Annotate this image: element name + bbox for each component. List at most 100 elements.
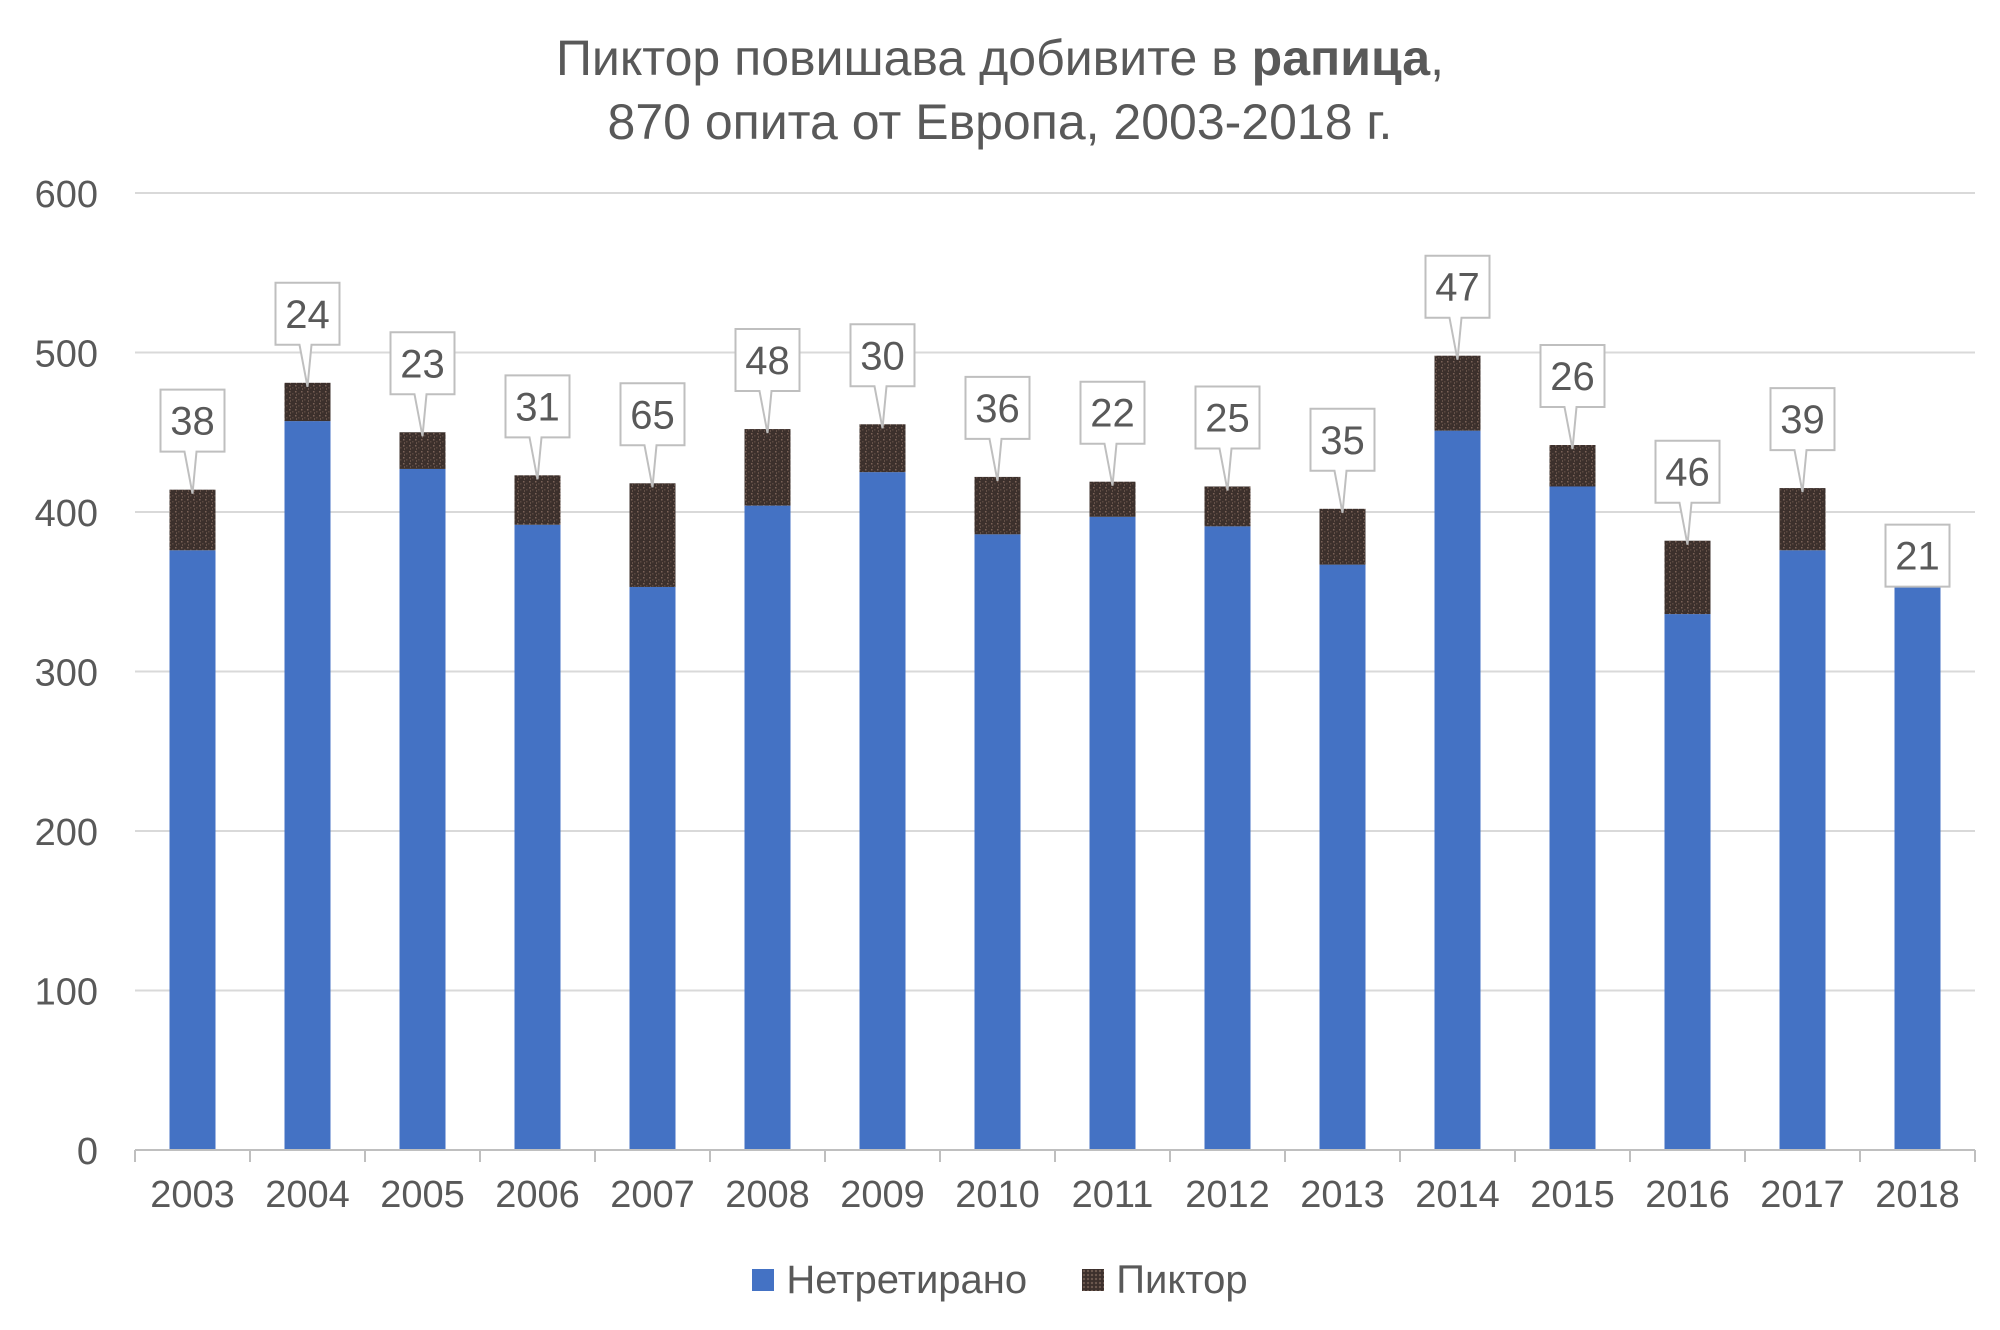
bar-untreated [744, 505, 791, 1150]
callout-box [1769, 387, 1836, 493]
data-label-callout: 46 [1654, 439, 1721, 545]
callout-box [504, 374, 571, 480]
bar-pictor [629, 483, 676, 587]
chart-title: Пиктор повишава добивите в рапица, 870 о… [0, 26, 2000, 154]
legend-label-pictor: Пиктор [1116, 1257, 1248, 1302]
legend-swatch-pictor [1082, 1269, 1105, 1291]
x-tick-label: 2016 [1645, 1174, 1730, 1216]
legend-swatch-untreated [752, 1269, 775, 1291]
data-label: 25 [1205, 396, 1250, 440]
bar-pictor [399, 432, 446, 469]
bar-untreated [859, 472, 906, 1150]
data-label-callout: 30 [849, 323, 916, 429]
x-tick-label: 2014 [1415, 1174, 1500, 1216]
bar-pictor [169, 489, 216, 551]
callout-box [619, 382, 686, 488]
callout-box [1654, 439, 1721, 545]
bar-pictor [1089, 481, 1136, 517]
data-label: 39 [1780, 398, 1825, 442]
data-label-callout: 38 [159, 388, 226, 494]
y-tick-label: 100 [35, 972, 98, 1014]
x-tick-label: 2012 [1185, 1174, 1270, 1216]
callout-box [1539, 344, 1606, 450]
y-tick-label: 300 [35, 653, 98, 695]
data-label-callout: 22 [1079, 380, 1146, 486]
y-tick-label: 200 [35, 812, 98, 854]
callout-box [1079, 380, 1146, 486]
x-tick-label: 2018 [1875, 1174, 1960, 1216]
x-tick-label: 2008 [725, 1174, 810, 1216]
bar-pictor [974, 476, 1021, 535]
data-label: 35 [1320, 419, 1365, 463]
callout-box [1884, 523, 1951, 588]
callout-box [1424, 254, 1491, 360]
bar-pictor [1779, 488, 1826, 551]
data-label-callout: 39 [1769, 387, 1836, 493]
y-tick-label: 0 [77, 1131, 98, 1173]
x-axis: 2003 2004 2005 2006 2007 2008 2009 2010 2011 2012… [134, 1149, 1976, 1216]
title-comma: , [1430, 30, 1445, 86]
x-tick-label: 2003 [150, 1174, 235, 1216]
bar-untreated [1779, 550, 1826, 1150]
bar-untreated [1894, 564, 1941, 1150]
data-label-callout: 23 [389, 331, 456, 437]
x-tick-label: 2004 [265, 1174, 350, 1216]
y-tick-label: 400 [35, 493, 98, 535]
legend-label-untreated: Нетретирано [786, 1257, 1028, 1302]
x-tick-label: 2017 [1760, 1174, 1845, 1216]
chart-subtitle: 870 опита от Европа, 2003-2018 г. [607, 94, 1393, 150]
data-label-callout: 26 [1539, 344, 1606, 450]
bar-untreated [974, 534, 1021, 1150]
y-axis: 0 100 200 300 400 500 600 [35, 174, 98, 1173]
title-text: Пиктор повишава добивите в [555, 30, 1252, 86]
bars [169, 355, 1941, 1151]
bar-untreated [629, 586, 676, 1150]
callout-box [849, 323, 916, 429]
y-tick-label: 500 [35, 334, 98, 376]
title-bold-text: рапица [1251, 30, 1431, 86]
chart-title-line1: Пиктор повишава добивите в рапица, [0, 26, 2000, 90]
data-label-callout: 48 [734, 328, 801, 434]
x-tick-label: 2015 [1530, 1174, 1615, 1216]
data-label: 46 [1665, 451, 1710, 495]
bar-untreated [514, 524, 561, 1150]
callout-box [1309, 407, 1376, 513]
bar-pictor [514, 475, 561, 525]
data-label: 38 [170, 400, 215, 444]
bar-untreated [1319, 564, 1366, 1150]
bar-pictor [1549, 445, 1596, 487]
data-label-callout: 31 [504, 374, 571, 480]
legend-item-pictor: Пиктор [1082, 1257, 1248, 1303]
callout-box [1194, 385, 1261, 491]
callout-box [389, 331, 456, 437]
data-label-callout: 35 [1309, 407, 1376, 513]
data-label-callout: 24 [274, 281, 341, 387]
bar-pictor [284, 382, 331, 422]
bar-untreated [1664, 614, 1711, 1150]
data-label: 48 [745, 339, 790, 383]
x-tick-label: 2013 [1300, 1174, 1385, 1216]
data-label: 24 [285, 293, 330, 337]
bar-pictor [1434, 355, 1481, 431]
bar-pictor [859, 424, 906, 473]
bar-untreated [1204, 526, 1251, 1150]
data-label-callout: 65 [619, 382, 686, 488]
legend: Нетретирано Пиктор [0, 1256, 2000, 1303]
x-tick-label: 2006 [495, 1174, 580, 1216]
bar-untreated [399, 468, 446, 1150]
data-labels: 38 24 23 31 65 48 30 36 22 25 35 47 26 46 39 21 [159, 254, 1951, 588]
bar-pictor [744, 429, 791, 506]
bar-untreated [284, 421, 331, 1151]
data-label-callout: 36 [964, 375, 1031, 482]
data-label: 36 [975, 387, 1020, 431]
x-tick-label: 2005 [380, 1174, 465, 1216]
callout-box [159, 388, 226, 494]
callout-box [734, 328, 801, 434]
bar-pictor [1204, 486, 1251, 527]
bar-untreated [169, 550, 216, 1150]
data-label-callout: 47 [1424, 254, 1491, 360]
bar-untreated [1549, 486, 1596, 1151]
bar-pictor [1664, 540, 1711, 615]
data-label: 30 [860, 334, 905, 378]
bar-untreated [1089, 516, 1136, 1150]
